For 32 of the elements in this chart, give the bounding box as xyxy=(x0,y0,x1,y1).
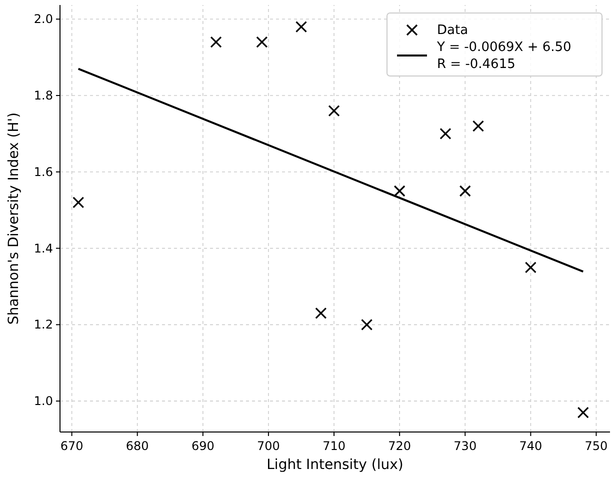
point xyxy=(328,104,340,117)
legend-label: Data xyxy=(437,23,468,38)
point xyxy=(524,262,536,274)
point xyxy=(394,185,406,197)
point xyxy=(577,406,589,418)
point xyxy=(72,196,84,208)
x-tick-label: 690 xyxy=(191,439,214,453)
point xyxy=(315,307,327,320)
x-tick-label: 730 xyxy=(454,439,477,453)
y-tick-label: 1.8 xyxy=(34,88,53,103)
x-tick-label: 750 xyxy=(584,439,608,453)
y-tick-label: 1.0 xyxy=(34,394,53,408)
y-tick-label: 1.4 xyxy=(34,241,53,256)
x-tick-label: 720 xyxy=(388,439,412,453)
x-tick-label: 740 xyxy=(519,439,542,453)
point xyxy=(459,185,471,197)
x-tick-label: 680 xyxy=(126,439,149,453)
point xyxy=(472,120,484,132)
point xyxy=(295,20,308,33)
legend-label: Y = -0.0069X + 6.50 R = -0.4615 xyxy=(436,40,572,72)
y-tick-label: 2.0 xyxy=(34,12,53,26)
y-axis-title: Shannon's Diversity Index (H') xyxy=(6,112,22,325)
x-tick-label: 670 xyxy=(60,439,84,453)
x-axis-title: Light Intensity (lux) xyxy=(266,457,404,473)
x-tick-label: 700 xyxy=(257,439,280,453)
point xyxy=(360,318,373,330)
x-tick-label: 710 xyxy=(322,439,346,453)
point xyxy=(210,36,222,48)
point xyxy=(256,36,268,48)
y-tick-label: 1.2 xyxy=(34,318,53,332)
y-tick-label: 1.6 xyxy=(34,164,53,179)
point xyxy=(440,128,452,140)
